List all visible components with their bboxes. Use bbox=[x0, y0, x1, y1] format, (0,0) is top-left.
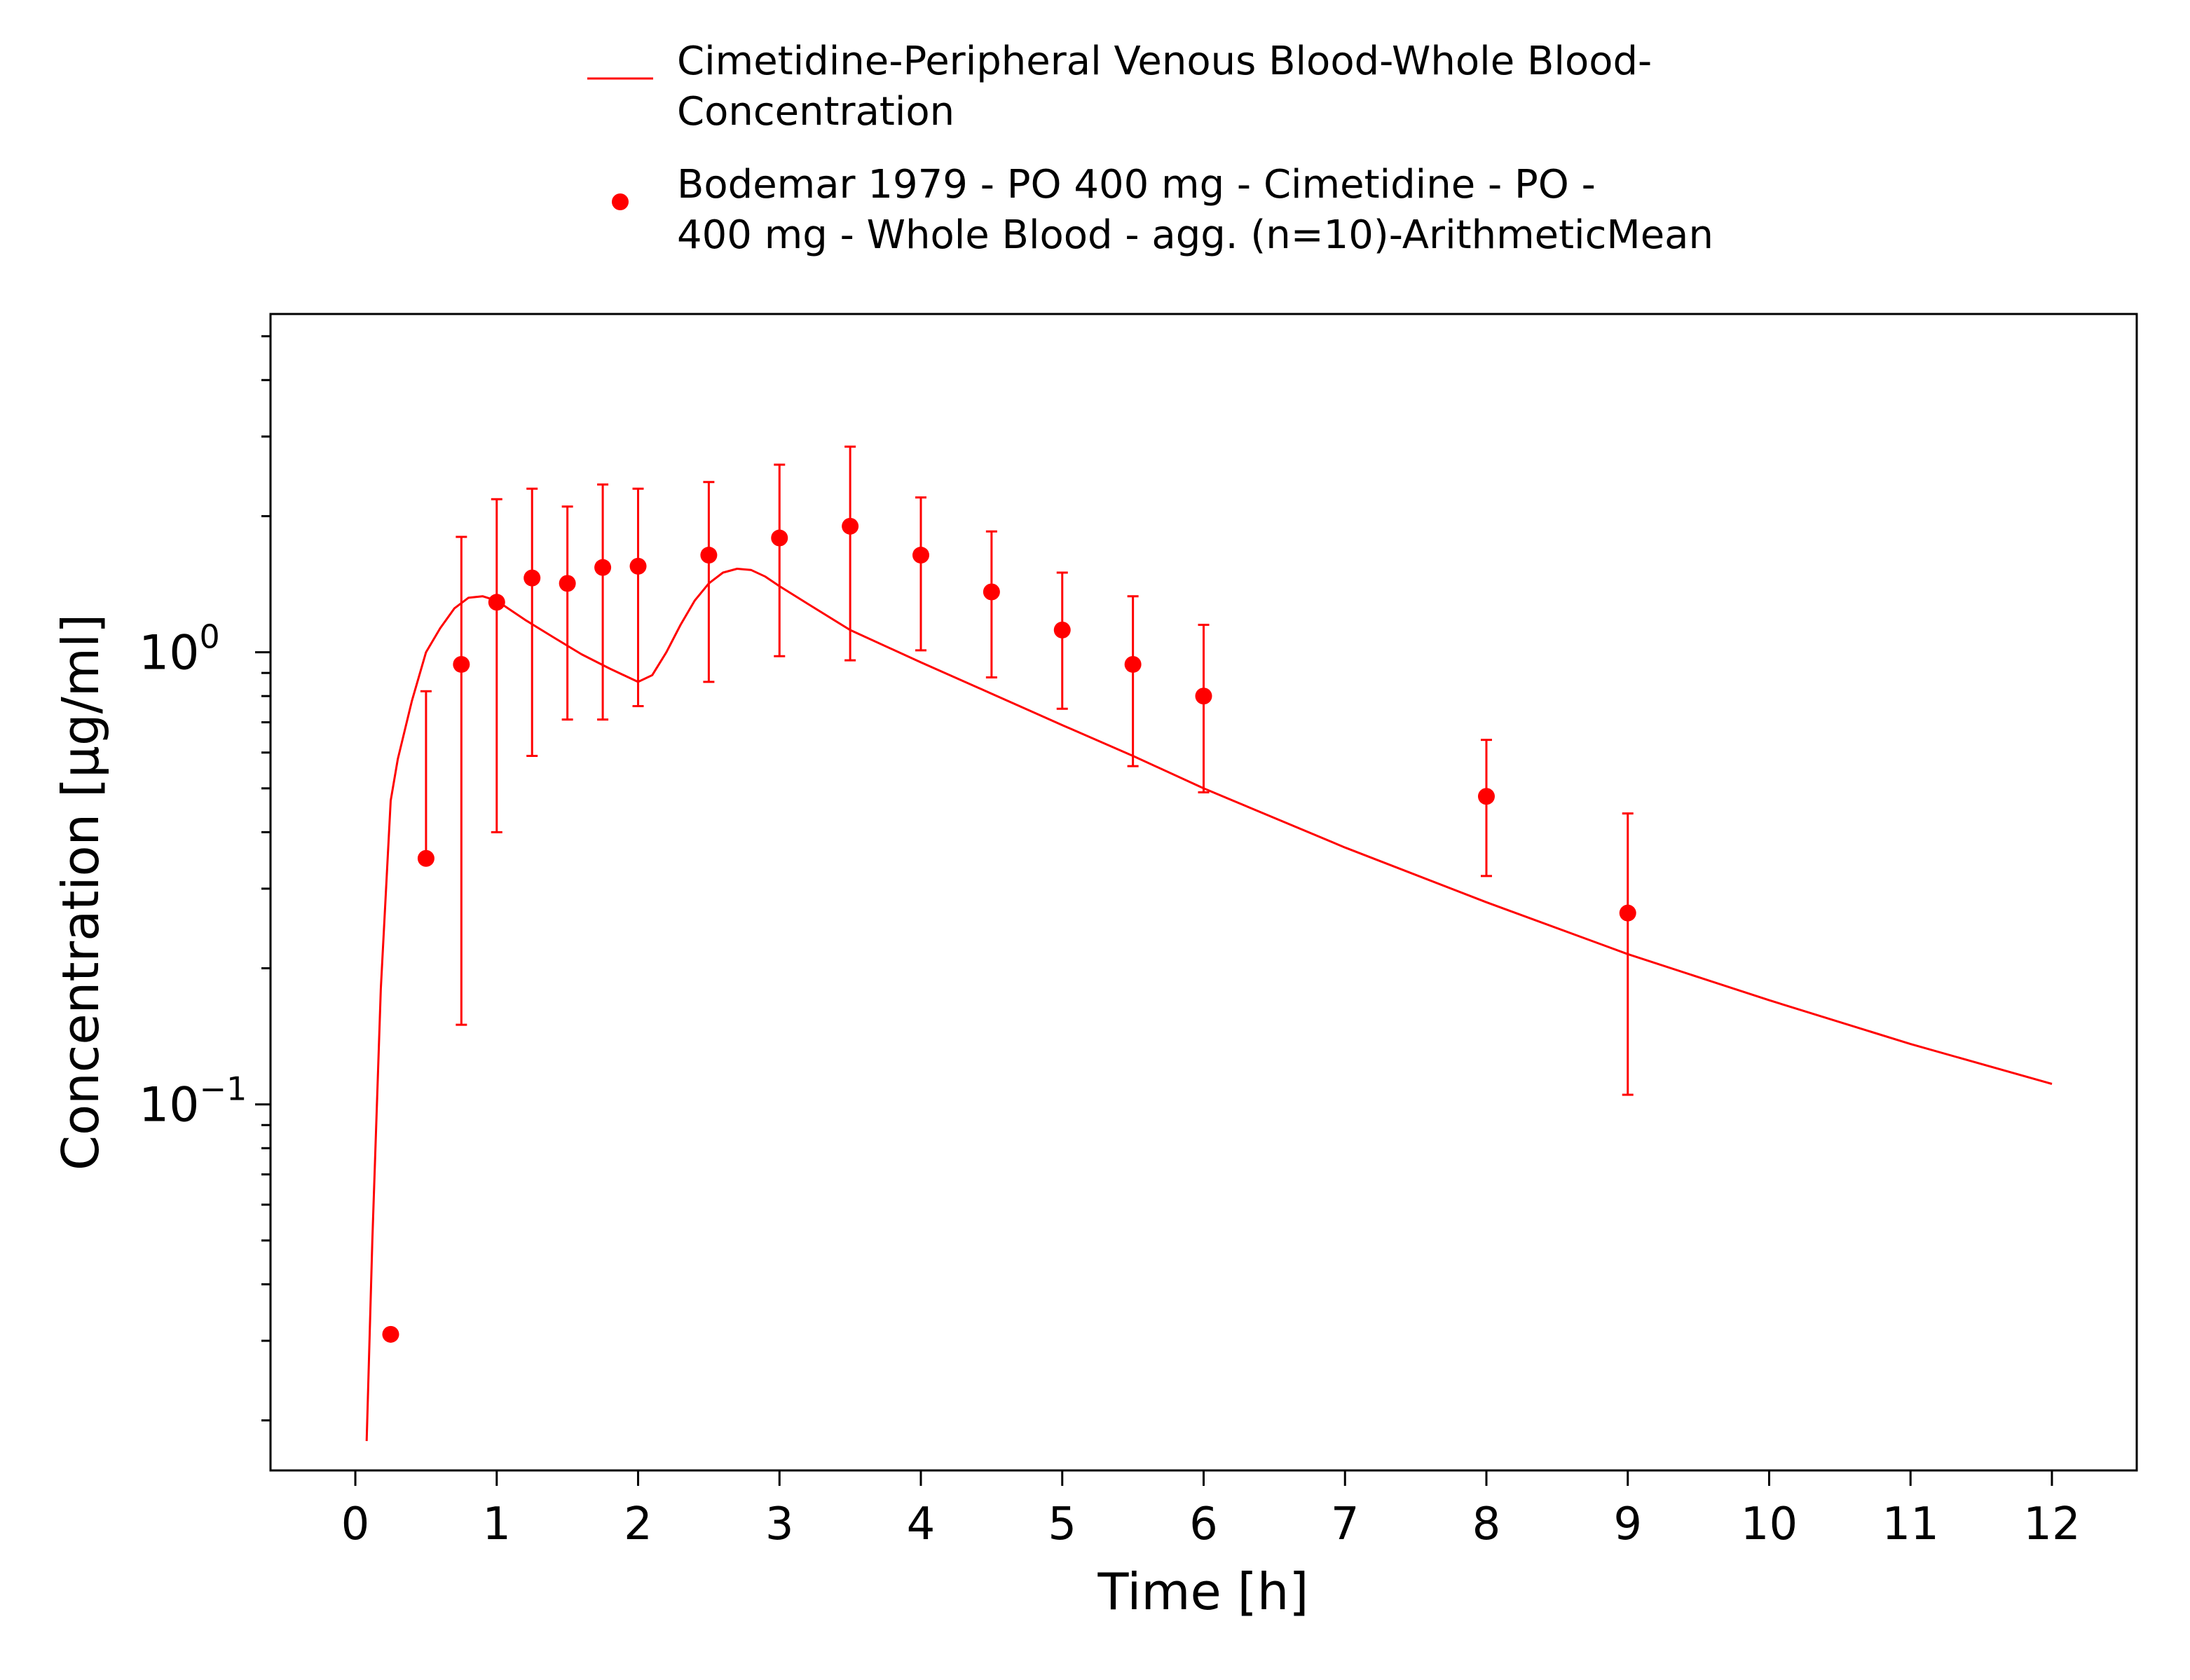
x-tick-label: 10 bbox=[1741, 1498, 1798, 1550]
data-point bbox=[983, 583, 1000, 601]
y-tick-label: 10−1 bbox=[139, 1070, 247, 1133]
legend-line-label-1: Cimetidine-Peripheral Venous Blood-Whole… bbox=[677, 39, 1652, 84]
data-point bbox=[559, 575, 576, 592]
legend: Cimetidine-Peripheral Venous Blood-Whole… bbox=[587, 39, 1713, 258]
y-tick-label: 100 bbox=[139, 618, 220, 681]
simulation-line-layer bbox=[365, 568, 2053, 1442]
x-tick-label: 5 bbox=[1048, 1498, 1076, 1550]
x-tick-label: 0 bbox=[341, 1498, 370, 1550]
x-tick-label: 11 bbox=[1882, 1498, 1938, 1550]
x-tick-label: 8 bbox=[1472, 1498, 1501, 1550]
data-point bbox=[629, 557, 647, 575]
legend-line-label-2: Concentration bbox=[677, 89, 954, 135]
x-tick-label: 3 bbox=[765, 1498, 794, 1550]
data-point bbox=[1053, 621, 1071, 638]
x-tick-label: 6 bbox=[1189, 1498, 1218, 1550]
x-tick-label: 1 bbox=[482, 1498, 511, 1550]
data-point bbox=[523, 569, 541, 587]
observed-data-layer bbox=[382, 445, 1636, 1343]
data-point bbox=[488, 594, 505, 611]
y-axis: 100 10−1 bbox=[139, 335, 271, 1422]
legend-marker-swatch bbox=[612, 193, 629, 210]
x-tick-label: 7 bbox=[1331, 1498, 1360, 1550]
legend-marker-label-1: Bodemar 1979 - PO 400 mg - Cimetidine - … bbox=[677, 162, 1596, 207]
x-axis: 0 1 2 3 4 5 6 7 8 9 10 11 12 bbox=[341, 1470, 2081, 1550]
data-point bbox=[912, 547, 930, 564]
x-axis-title: Time [h] bbox=[1097, 1562, 1309, 1621]
data-point bbox=[382, 1325, 399, 1343]
y-axis-title: Concentration [µg/ml] bbox=[51, 614, 110, 1170]
data-point bbox=[453, 655, 470, 673]
data-point bbox=[700, 547, 718, 564]
data-point bbox=[1619, 904, 1636, 922]
data-point bbox=[842, 517, 859, 535]
legend-marker-label-2: 400 mg - Whole Blood - agg. (n=10)-Arith… bbox=[677, 212, 1713, 258]
x-tick-label: 9 bbox=[1613, 1498, 1642, 1550]
x-tick-label: 2 bbox=[624, 1498, 652, 1550]
simulation-line bbox=[365, 568, 2053, 1442]
x-tick-label: 12 bbox=[2023, 1498, 2080, 1550]
data-point bbox=[771, 529, 788, 547]
data-point bbox=[417, 849, 434, 867]
x-tick-label: 4 bbox=[907, 1498, 936, 1550]
data-point bbox=[594, 559, 612, 576]
data-point bbox=[1124, 655, 1142, 673]
data-point bbox=[1477, 788, 1495, 805]
data-point bbox=[1195, 688, 1212, 705]
